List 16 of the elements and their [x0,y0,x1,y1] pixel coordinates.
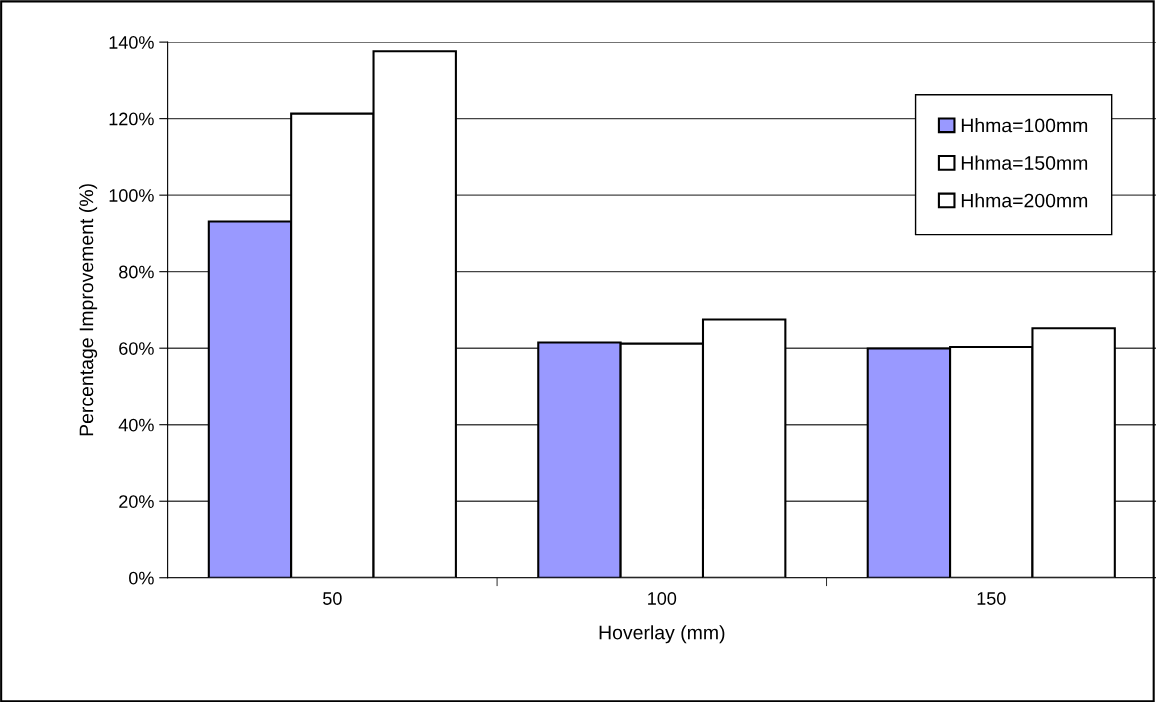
x-tick-label: 50 [323,592,342,605]
y-tick-label: 60% [119,342,154,355]
y-tick-label: 100% [109,189,154,202]
y-tick-label: 0% [129,571,154,585]
x-axis-title: Hoverlay (mm) [599,625,725,644]
y-tick-label: 40% [118,418,154,432]
y-tick-label: 20% [119,495,154,508]
y-tick-label: 140% [109,36,154,49]
y-tick-label: 120% [109,112,154,126]
x-tick-label: 150 [977,592,1006,605]
legend-label: Hhma=100mm [961,118,1088,133]
y-axis-title: Percentage Improvement (%) [79,184,98,436]
legend-label: Hhma=200mm [961,193,1088,208]
legend-label: Hhma=150mm [961,155,1088,170]
y-tick-label: 80% [119,265,154,279]
x-tick-label: 100 [648,592,677,605]
